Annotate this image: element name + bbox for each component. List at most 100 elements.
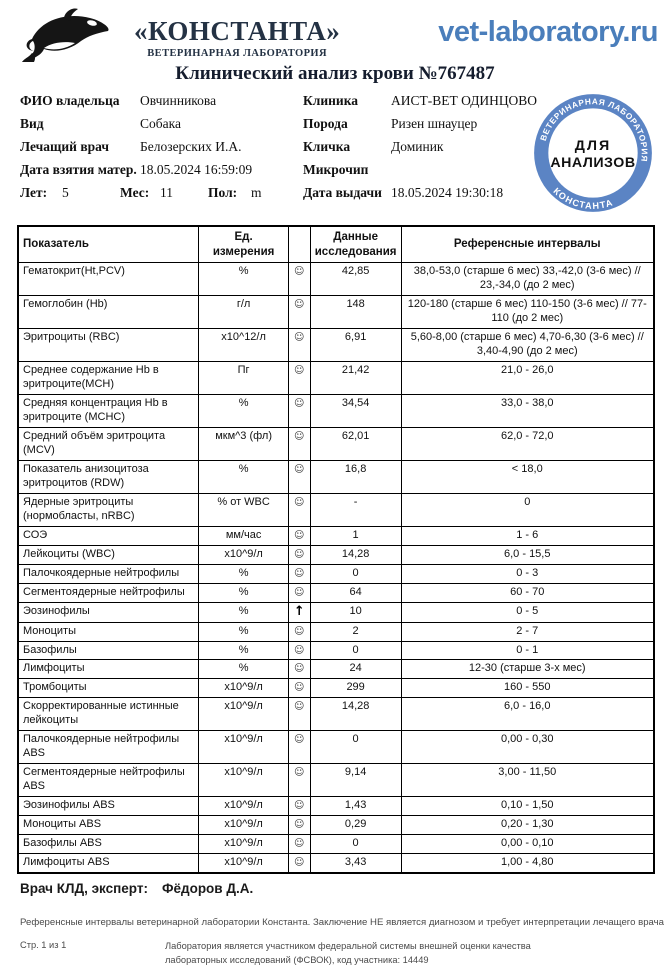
result-value: 1,43 <box>309 796 402 817</box>
participation-note: Лаборатория является участником федераль… <box>165 940 531 967</box>
parameter-unit: х10^9/л <box>198 544 289 565</box>
report-header: «КОНСТАНТА» ВЕТЕРИНАРНАЯ ЛАБОРАТОРИЯ vet… <box>0 0 670 63</box>
status-cell: ☺ <box>287 678 311 699</box>
patient-field-row: Дата взятия матер. 18.05.2024 16:59:09 <box>20 162 305 185</box>
reference-interval: 0 - 5 <box>400 601 655 623</box>
parameter-name: Моноциты ABS <box>17 815 200 836</box>
patient-field-row: Дата выдачи 18.05.2024 19:30:18 <box>303 185 543 208</box>
reference-interval: 62,0 - 72,0 <box>400 426 655 461</box>
patient-field-row: Вид Собака <box>20 116 305 139</box>
smiley-icon: ☺ <box>294 857 305 869</box>
patient-field-row: Микрочип <box>303 162 543 185</box>
result-value: 9,14 <box>309 763 402 798</box>
smiley-icon: ☺ <box>294 299 305 311</box>
status-cell: ☺ <box>287 262 311 297</box>
parameter-unit: % <box>198 459 289 494</box>
participation-line2: лабораторных исследований (ФСВОК), код у… <box>165 954 429 965</box>
parameter-unit: х10^9/л <box>198 678 289 699</box>
table-row: Средняя концентрация Hb в эритроците (MC… <box>17 393 655 428</box>
parameter-name: Базофилы <box>17 640 200 661</box>
smiley-icon: ☺ <box>294 266 305 278</box>
reference-interval: 21,0 - 26,0 <box>400 361 655 395</box>
arrow-up-icon: ↑ <box>293 603 305 619</box>
parameter-name: Средняя концентрация Hb в эритроците (MC… <box>17 393 200 428</box>
field-label: Микрочип <box>303 162 369 177</box>
parameter-name: Моноциты <box>17 621 200 642</box>
field-value: Собака <box>140 116 181 131</box>
smiley-icon: ☺ <box>294 701 305 713</box>
results-table: Показатель Ед. измерения Данные исследов… <box>17 225 655 875</box>
stamp-center-line2: АНАЛИЗОВ <box>550 155 635 171</box>
field-value: АИСТ-ВЕТ ОДИНЦОВО <box>391 93 537 108</box>
parameter-unit: х10^9/л <box>198 697 289 732</box>
smiley-icon: ☺ <box>294 663 305 675</box>
parameter-unit: % <box>198 601 289 623</box>
parameter-name: Сегментоядерные нейтрофилы ABS <box>17 763 200 798</box>
website-link[interactable]: vet-laboratory.ru <box>438 16 658 48</box>
parameter-name: Базофилы ABS <box>17 834 200 855</box>
footer-bottom-line: Стр. 1 из 1 Лаборатория является участни… <box>20 940 670 967</box>
result-value: 299 <box>309 678 402 699</box>
doctor-label: Врач КЛД, эксперт: <box>20 881 148 897</box>
parameter-unit: Пг <box>198 361 289 395</box>
table-row: Моноциты ABS х10^9/л ☺ 0,29 0,20 - 1,30 <box>17 815 655 836</box>
brand-subtitle: ВЕТЕРИНАРНАЯ ЛАБОРАТОРИЯ <box>147 47 327 59</box>
table-row: Показатель анизоцитоза эритроцитов (RDW)… <box>17 459 655 494</box>
smiley-icon: ☺ <box>294 365 305 376</box>
for-analysis-stamp: ВЕТЕРИНАРНАЯ ЛАБОРАТОРИЯ КОНСТАНТА ДЛЯ А… <box>534 87 659 216</box>
parameter-name: Эритроциты (RBC) <box>17 328 200 362</box>
table-row: Лимфоциты % ☺ 24 12-30 (старше 3-х мес) <box>17 659 655 680</box>
patient-field-row: Кличка Доминик <box>303 139 543 162</box>
status-cell: ☺ <box>287 763 311 798</box>
parameter-name: Среднее содержание Hb в эритроците(MCH) <box>17 361 200 395</box>
status-cell: ☺ <box>287 393 311 428</box>
reference-interval: 2 - 7 <box>400 621 655 642</box>
status-cell: ☺ <box>287 563 311 584</box>
parameter-unit: х10^9/л <box>198 730 289 765</box>
reference-interval: 0 - 1 <box>400 640 655 661</box>
patient-field-row: Лечащий врач Белозерских И.А. <box>20 139 305 162</box>
status-cell: ☺ <box>287 834 311 855</box>
parameter-unit: х10^9/л <box>198 853 289 874</box>
parameter-unit: % <box>198 582 289 603</box>
result-value: 10 <box>309 601 402 623</box>
status-cell: ☺ <box>287 815 311 836</box>
parameter-name: Гематокрит(Ht,PCV) <box>17 262 200 297</box>
parameter-unit: % <box>198 262 289 297</box>
smiley-icon: ☺ <box>294 644 305 656</box>
field-label: Клиника <box>303 93 359 108</box>
smiley-icon: ☺ <box>294 838 305 850</box>
result-value: 21,42 <box>309 361 402 395</box>
page-number: Стр. 1 из 1 <box>20 940 67 951</box>
result-value: 16,8 <box>309 459 402 494</box>
reference-interval: 6,0 - 15,5 <box>400 544 655 565</box>
table-row: Среднее содержание Hb в эритроците(MCH) … <box>17 361 655 395</box>
field-value: Белозерских И.А. <box>140 139 242 154</box>
parameter-unit: х10^9/л <box>198 763 289 798</box>
status-cell: ☺ <box>287 295 311 330</box>
parameter-name: Лейкоциты (WBC) <box>17 544 200 565</box>
reference-interval: 6,0 - 16,0 <box>400 697 655 732</box>
age-sex-row: Лет: 5 Мес: 11 Пол: m <box>20 185 310 208</box>
status-cell: ☺ <box>287 659 311 680</box>
field-label: Дата выдачи <box>303 185 382 200</box>
reference-interval: 12-30 (старше 3-х мес) <box>400 659 655 680</box>
reference-interval: 0,00 - 0,10 <box>400 834 655 855</box>
status-cell: ☺ <box>287 621 311 642</box>
smiley-icon: ☺ <box>294 430 305 442</box>
parameter-unit: % <box>198 563 289 584</box>
smiley-icon: ☺ <box>294 529 305 541</box>
status-cell: ↑ <box>287 601 311 623</box>
smiley-icon: ☺ <box>294 800 305 812</box>
table-row: Базофилы % ☺ 0 0 - 1 <box>17 640 655 661</box>
reference-interval: 0,10 - 1,50 <box>400 796 655 817</box>
months-label: Мес: <box>120 185 150 200</box>
header-reference: Референсные интервалы <box>400 225 655 264</box>
status-cell: ☺ <box>287 796 311 817</box>
field-label: Порода <box>303 116 348 131</box>
table-row: Гематокрит(Ht,PCV) % ☺ 42,85 38,0-53,0 (… <box>17 262 655 297</box>
disclaimer-text: Референсные интервалы ветеринарной лабор… <box>20 917 664 929</box>
result-value: 42,85 <box>309 262 402 297</box>
smiley-icon: ☺ <box>294 625 305 637</box>
table-row: Лейкоциты (WBC) х10^9/л ☺ 14,28 6,0 - 15… <box>17 544 655 565</box>
